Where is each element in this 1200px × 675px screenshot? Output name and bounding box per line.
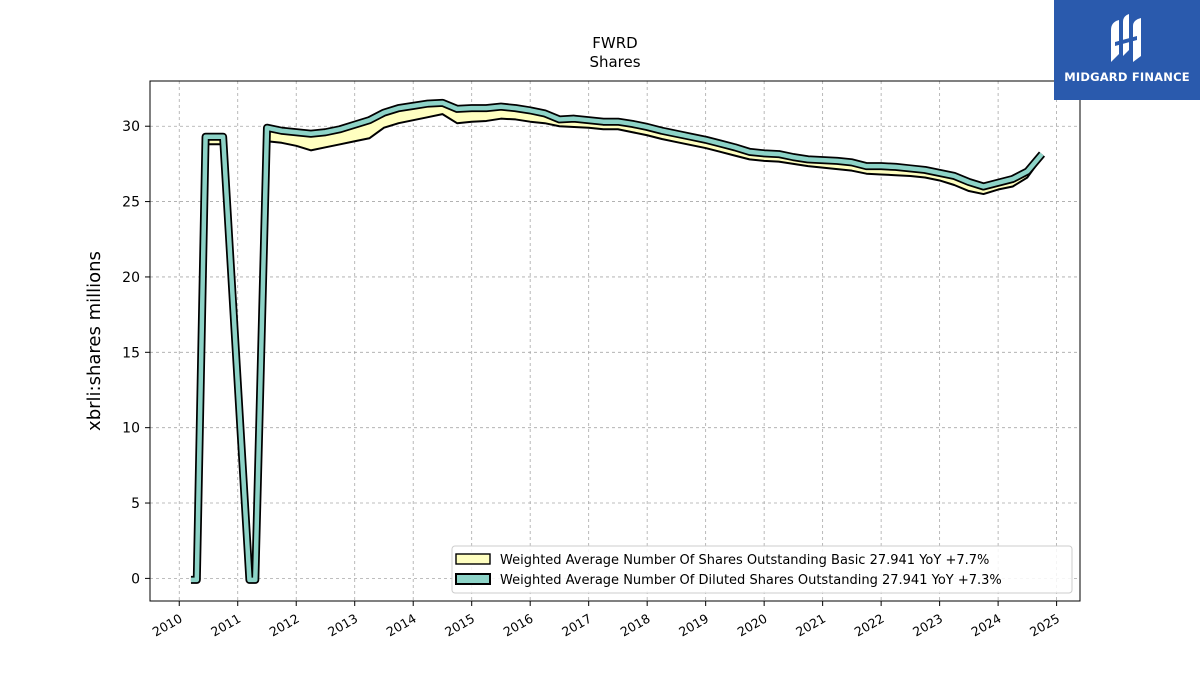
plot-frame [149,80,1081,602]
x-tick-label: 2023 [910,611,945,640]
y-tick-label: 25 [122,195,140,211]
midgard-logo-icon [1111,14,1141,62]
y-tick-label: 20 [122,270,140,286]
x-tick-label: 2014 [384,611,419,640]
y-axis-label: xbrli:shares millions [84,251,105,431]
x-tick-label: 2010 [150,611,185,640]
x-tick-label: 2013 [325,611,360,640]
legend-label-0: Weighted Average Number Of Shares Outsta… [500,553,989,568]
grid [150,81,1080,601]
y-tick-label: 0 [131,571,140,587]
x-tick-label: 2017 [559,611,594,640]
series-line-diluted [190,100,1044,583]
x-tick-label: 2021 [793,611,828,640]
x-tick-label: 2011 [208,611,243,640]
x-tick-label: 2025 [1027,611,1062,640]
chart-subtitle: Shares [589,53,640,71]
chart-title: FWRD [592,34,637,52]
series-line-basic [190,113,1043,581]
y-tick-label: 5 [131,496,140,512]
x-tick-label: 2022 [852,611,887,640]
brand-name: MIDGARD FINANCE [1064,70,1190,84]
x-tick-label: 2020 [735,611,770,640]
legend-swatch-1 [455,573,491,585]
y-tick-label: 15 [122,345,140,361]
y-tick-label: 10 [122,421,140,437]
legend: Weighted Average Number Of Shares Outsta… [451,545,1073,594]
series-band-basic [190,102,1042,580]
x-tick-label: 2018 [618,611,653,640]
legend-label-1: Weighted Average Number Of Diluted Share… [500,573,1002,588]
plot-area [190,98,1046,584]
legend-swatch-0 [455,553,491,565]
x-tick-label: 2024 [969,611,1004,640]
x-tick-label: 2016 [501,611,536,640]
x-tick-label: 2019 [676,611,711,640]
x-tick-label: 2015 [442,611,477,640]
legend-box [451,545,1073,594]
brand-logo: MIDGARD FINANCE [1054,0,1200,100]
x-tick-label: 2012 [267,611,302,640]
y-tick-label: 30 [122,119,140,135]
